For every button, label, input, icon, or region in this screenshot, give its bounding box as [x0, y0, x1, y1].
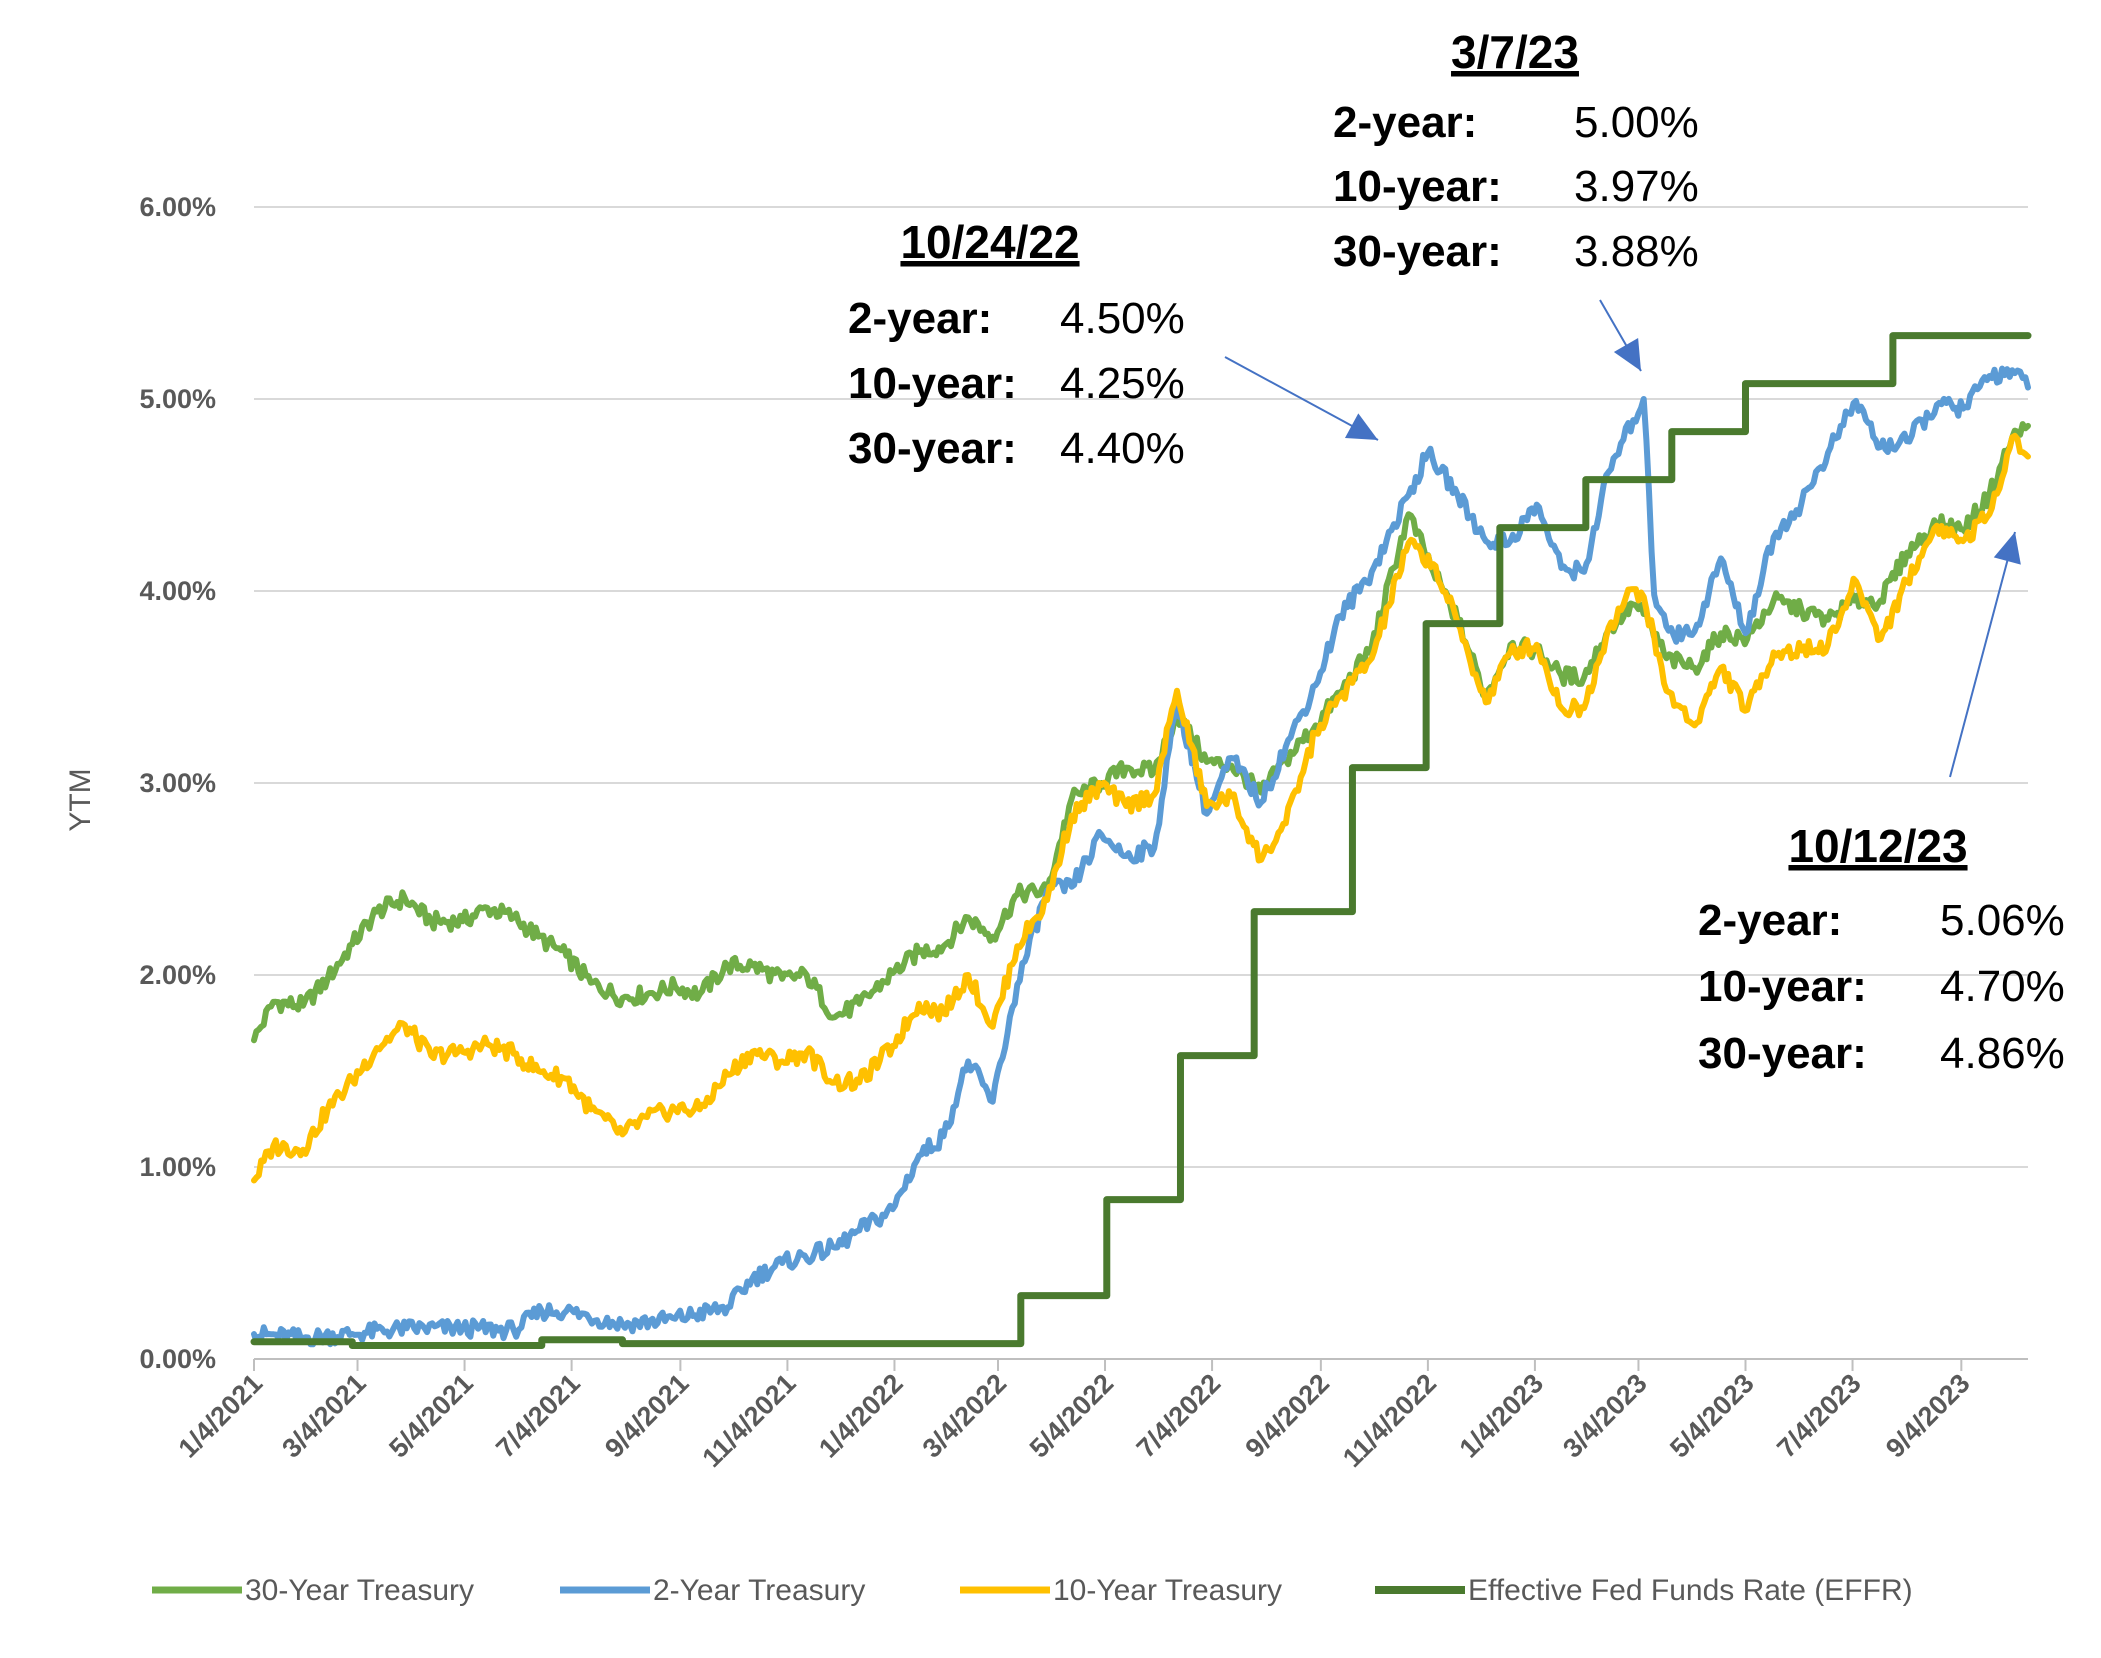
x-tick-label: 7/4/2023: [1771, 1368, 1867, 1464]
annotation-arrow-line: [1949, 531, 2016, 778]
gridlines: [254, 206, 2028, 1168]
annotation-row-value: 4.25%: [1060, 359, 1185, 408]
legend-item: 30-Year Treasury: [152, 1574, 474, 1607]
legend-label: 30-Year Treasury: [245, 1574, 474, 1607]
annotation-row-value: 3.88%: [1574, 227, 1699, 276]
annotation-arrowhead: [1993, 532, 2021, 565]
annotation-row-label: 2-year:: [1333, 98, 1477, 147]
x-tick-label: 11/4/2022: [1337, 1368, 1442, 1473]
annotation-row-label: 30-year:: [1698, 1029, 1867, 1078]
x-tick-label: 11/4/2021: [697, 1368, 802, 1473]
annotation-date: 10/12/23: [1788, 820, 1967, 872]
annotation-arrowhead: [1613, 338, 1641, 371]
series-lines: [250, 332, 2032, 1350]
x-tick-label: 9/4/2021: [599, 1368, 695, 1464]
x-tick-label: 5/4/2021: [383, 1368, 479, 1464]
annotation-row-label: 10-year:: [1698, 962, 1867, 1011]
annotation-row-value: 5.00%: [1574, 98, 1699, 147]
x-tick-label: 3/4/2021: [276, 1368, 372, 1464]
annotation-row-label: 10-year:: [1333, 162, 1502, 211]
annotation-date: 10/24/22: [900, 216, 1079, 268]
x-tick-label: 5/4/2022: [1024, 1368, 1120, 1464]
x-tick-label: 5/4/2023: [1664, 1368, 1760, 1464]
x-tick-label: 3/4/2022: [917, 1368, 1013, 1464]
annotation-row-label: 2-year:: [1698, 896, 1842, 945]
annotation-row-value: 3.97%: [1574, 162, 1699, 211]
annotation-row-value: 4.86%: [1940, 1029, 2065, 1078]
y-tick-label: 4.00%: [139, 576, 216, 606]
annotation-date: 3/7/23: [1451, 26, 1579, 78]
x-tick-label: 1/4/2023: [1454, 1368, 1550, 1464]
annotation-row-label: 10-year:: [848, 359, 1017, 408]
y-tick-label: 5.00%: [139, 384, 216, 414]
annotations: 10/24/22 2-year: 4.50% 10-year: 4.25% 30-year…: [848, 26, 2065, 1078]
annotation-row-value: 5.06%: [1940, 896, 2065, 945]
legend-label: 2-Year Treasury: [653, 1574, 865, 1607]
annotation-row-value: 4.40%: [1060, 424, 1185, 473]
annotation-row-label: 2-year:: [848, 294, 992, 343]
legend: 30-Year Treasury 2-Year Treasury 10-Year T…: [152, 1574, 1913, 1607]
legend-item: Effective Fed Funds Rate (EFFR): [1375, 1574, 1913, 1607]
legend-item: 2-Year Treasury: [560, 1574, 865, 1607]
y-axis-ticks: 0.00% 1.00% 2.00% 3.00% 4.00% 5.00% 6.00%: [139, 192, 216, 1374]
y-tick-label: 0.00%: [139, 1344, 216, 1374]
x-tick-label: 1/4/2021: [173, 1368, 269, 1464]
y-tick-label: 6.00%: [139, 192, 216, 222]
annotation-10-24-22: 10/24/22 2-year: 4.50% 10-year: 4.25% 30-year…: [848, 216, 1379, 473]
legend-item: 10-Year Treasury: [960, 1574, 1282, 1607]
annotation-row-value: 4.70%: [1940, 962, 2065, 1011]
legend-label: Effective Fed Funds Rate (EFFR): [1468, 1574, 1913, 1607]
annotation-3-7-23: 3/7/23 2-year: 5.00% 10-year: 3.97% 30-year: 3…: [1333, 26, 1699, 372]
annotation-10-12-23: 10/12/23 2-year: 5.06% 10-year: 4.70% 30-year…: [1698, 531, 2065, 1078]
x-tick-label: 9/4/2023: [1880, 1368, 1976, 1464]
x-tick-label: 7/4/2022: [1131, 1368, 1227, 1464]
annotation-arrowhead: [1344, 413, 1378, 440]
series-line: [251, 365, 2031, 1348]
y-axis-label: YTM: [64, 768, 97, 831]
x-tick-label: 3/4/2023: [1557, 1368, 1653, 1464]
y-tick-label: 2.00%: [139, 960, 216, 990]
legend-label: 10-Year Treasury: [1053, 1574, 1282, 1607]
series-line: [251, 432, 2031, 1184]
y-tick-label: 3.00%: [139, 768, 216, 798]
annotation-row-label: 30-year:: [848, 424, 1017, 473]
x-axis-ticks: 1/4/2021 3/4/2021 5/4/2021 7/4/2021 9/4/2021…: [173, 1359, 1976, 1473]
x-tick-label: 1/4/2022: [813, 1368, 909, 1464]
series-line: [251, 421, 2031, 1044]
y-tick-label: 1.00%: [139, 1152, 216, 1182]
x-tick-label: 9/4/2022: [1240, 1368, 1336, 1464]
x-tick-label: 7/4/2021: [490, 1368, 586, 1464]
annotation-row-label: 30-year:: [1333, 227, 1502, 276]
series-line: [250, 332, 2032, 1350]
annotation-row-value: 4.50%: [1060, 294, 1185, 343]
